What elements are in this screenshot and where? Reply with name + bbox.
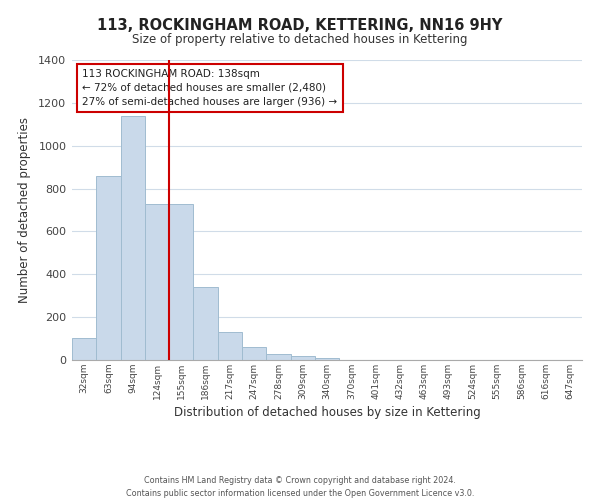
- Y-axis label: Number of detached properties: Number of detached properties: [19, 117, 31, 303]
- Text: 113 ROCKINGHAM ROAD: 138sqm
← 72% of detached houses are smaller (2,480)
27% of : 113 ROCKINGHAM ROAD: 138sqm ← 72% of det…: [82, 69, 337, 107]
- Bar: [266, 354, 290, 360]
- Text: Contains HM Land Registry data © Crown copyright and database right 2024.
Contai: Contains HM Land Registry data © Crown c…: [126, 476, 474, 498]
- Text: Size of property relative to detached houses in Kettering: Size of property relative to detached ho…: [132, 32, 468, 46]
- X-axis label: Distribution of detached houses by size in Kettering: Distribution of detached houses by size …: [173, 406, 481, 419]
- Bar: [315, 358, 339, 360]
- Bar: [145, 204, 169, 360]
- Bar: [193, 287, 218, 360]
- Text: 113, ROCKINGHAM ROAD, KETTERING, NN16 9HY: 113, ROCKINGHAM ROAD, KETTERING, NN16 9H…: [97, 18, 503, 32]
- Bar: [96, 176, 121, 360]
- Bar: [290, 356, 315, 360]
- Bar: [218, 332, 242, 360]
- Bar: [121, 116, 145, 360]
- Bar: [169, 204, 193, 360]
- Bar: [72, 338, 96, 360]
- Bar: [242, 347, 266, 360]
